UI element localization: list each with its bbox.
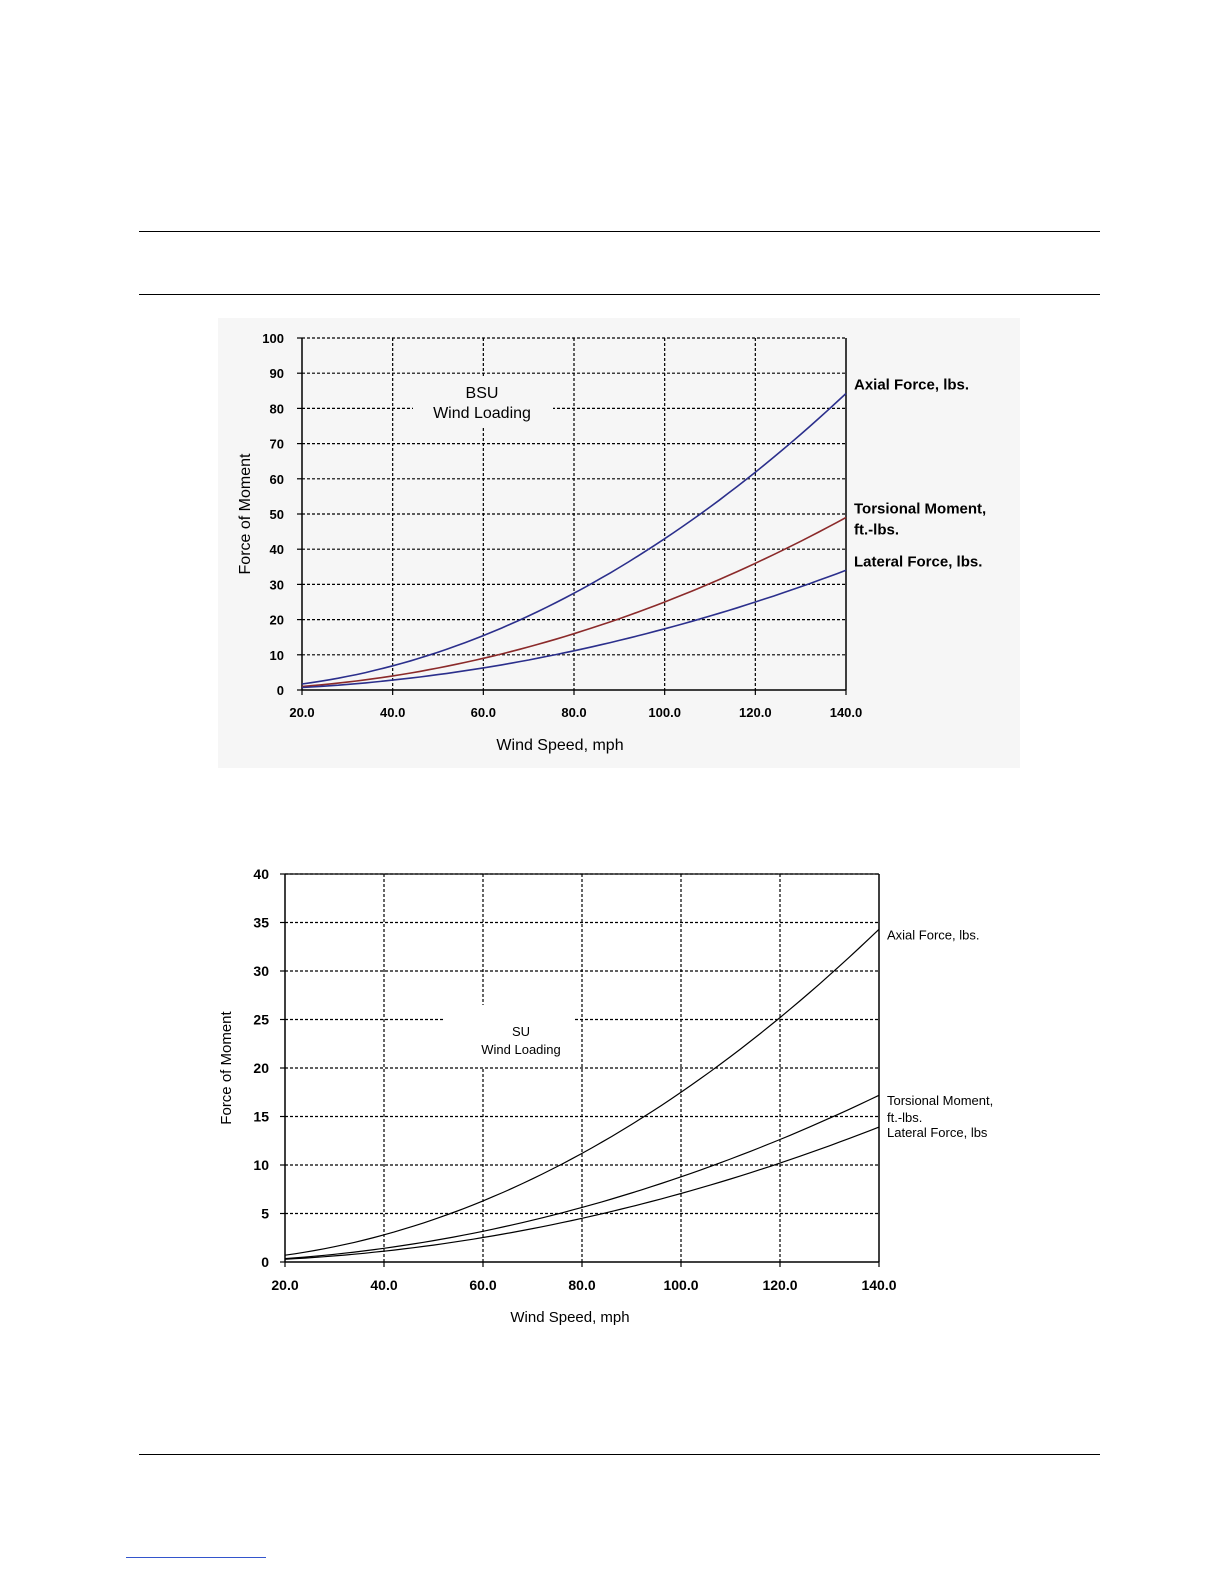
x-axis-title: Wind Speed, mph [510, 1309, 629, 1326]
y-tick-label: 20 [270, 613, 284, 628]
y-tick-label: 5 [261, 1206, 269, 1222]
x-tick-label: 120.0 [739, 705, 772, 720]
y-tick-label: 15 [253, 1109, 269, 1125]
x-tick-label: 20.0 [289, 705, 314, 720]
bsu-wind-loading-chart: 0 10 20 30 40 50 60 70 80 90 100 20.0 40.0 60.0 80.0 10… [237, 331, 986, 754]
y-tick-label: 20 [253, 1060, 269, 1076]
x-tick-label: 20.0 [271, 1277, 298, 1293]
y-tick-label: 30 [270, 577, 284, 592]
y-tick-label: 80 [270, 401, 284, 416]
x-tick-label: 40.0 [380, 705, 405, 720]
series-end-label: Torsional Moment, [854, 501, 986, 518]
series-line [301, 569, 847, 689]
series-end-label: Lateral Force, lbs [887, 1125, 988, 1140]
y-tick-label: 10 [270, 648, 284, 663]
footer-rule [139, 1454, 1100, 1455]
y-tick-label: 50 [270, 507, 284, 522]
x-axis-title: Wind Speed, mph [496, 737, 623, 754]
x-tick-label: 40.0 [370, 1277, 397, 1293]
y-axis-title: Force of Moment [237, 453, 254, 574]
bsu-chart-panel [218, 318, 1020, 768]
header-rule-top [139, 231, 1100, 232]
y-tick-label: 35 [253, 915, 269, 931]
series-end-label: Torsional Moment, [887, 1093, 993, 1108]
title-box [413, 378, 553, 428]
y-tick-label: 60 [270, 472, 284, 487]
x-tick-label: 60.0 [469, 1277, 496, 1293]
x-tick-label: 80.0 [561, 705, 586, 720]
footer-link-underline[interactable] [126, 1557, 266, 1558]
y-tick-label: 30 [253, 963, 269, 979]
series-end-label: ft.-lbs. [887, 1110, 922, 1125]
y-tick-label: 100 [262, 331, 284, 346]
su-wind-loading-chart: 0 5 10 15 20 25 30 35 40 20.0 40.0 60.0 80.0 100.0 120… [218, 866, 993, 1326]
chart-title: SU [512, 1024, 530, 1039]
x-tick-label: 80.0 [568, 1277, 595, 1293]
x-tick-label: 60.0 [471, 705, 496, 720]
y-tick-label: 90 [270, 366, 284, 381]
y-tick-label: 40 [270, 542, 284, 557]
x-tick-label: 100.0 [648, 705, 681, 720]
y-tick-label: 40 [253, 866, 269, 882]
x-tick-label: 140.0 [861, 1277, 896, 1293]
y-tick-label: 0 [277, 683, 284, 698]
header-rule-bottom [139, 294, 1100, 295]
y-tick-label: 70 [270, 437, 284, 452]
series-end-label: Axial Force, lbs. [887, 927, 979, 942]
y-axis-title: Force of Moment [218, 1010, 235, 1124]
x-tick-label: 120.0 [762, 1277, 797, 1293]
series-end-label: ft.-lbs. [854, 522, 899, 539]
series-line [284, 1126, 880, 1260]
y-tick-label: 10 [253, 1157, 269, 1173]
series-end-label: Lateral Force, lbs. [854, 553, 982, 570]
x-tick-label: 140.0 [830, 705, 863, 720]
y-tick-label: 25 [253, 1012, 269, 1028]
series-line [301, 392, 847, 685]
y-tick-label: 0 [261, 1254, 269, 1270]
series-line [301, 516, 847, 688]
series-line [284, 1094, 880, 1260]
chart-title: BSU [466, 385, 499, 402]
chart-subtitle: Wind Loading [433, 405, 531, 422]
title-box [445, 1005, 573, 1067]
chart-subtitle: Wind Loading [481, 1042, 561, 1057]
series-end-label: Axial Force, lbs. [854, 377, 969, 394]
series-line [284, 928, 880, 1256]
x-tick-label: 100.0 [663, 1277, 698, 1293]
